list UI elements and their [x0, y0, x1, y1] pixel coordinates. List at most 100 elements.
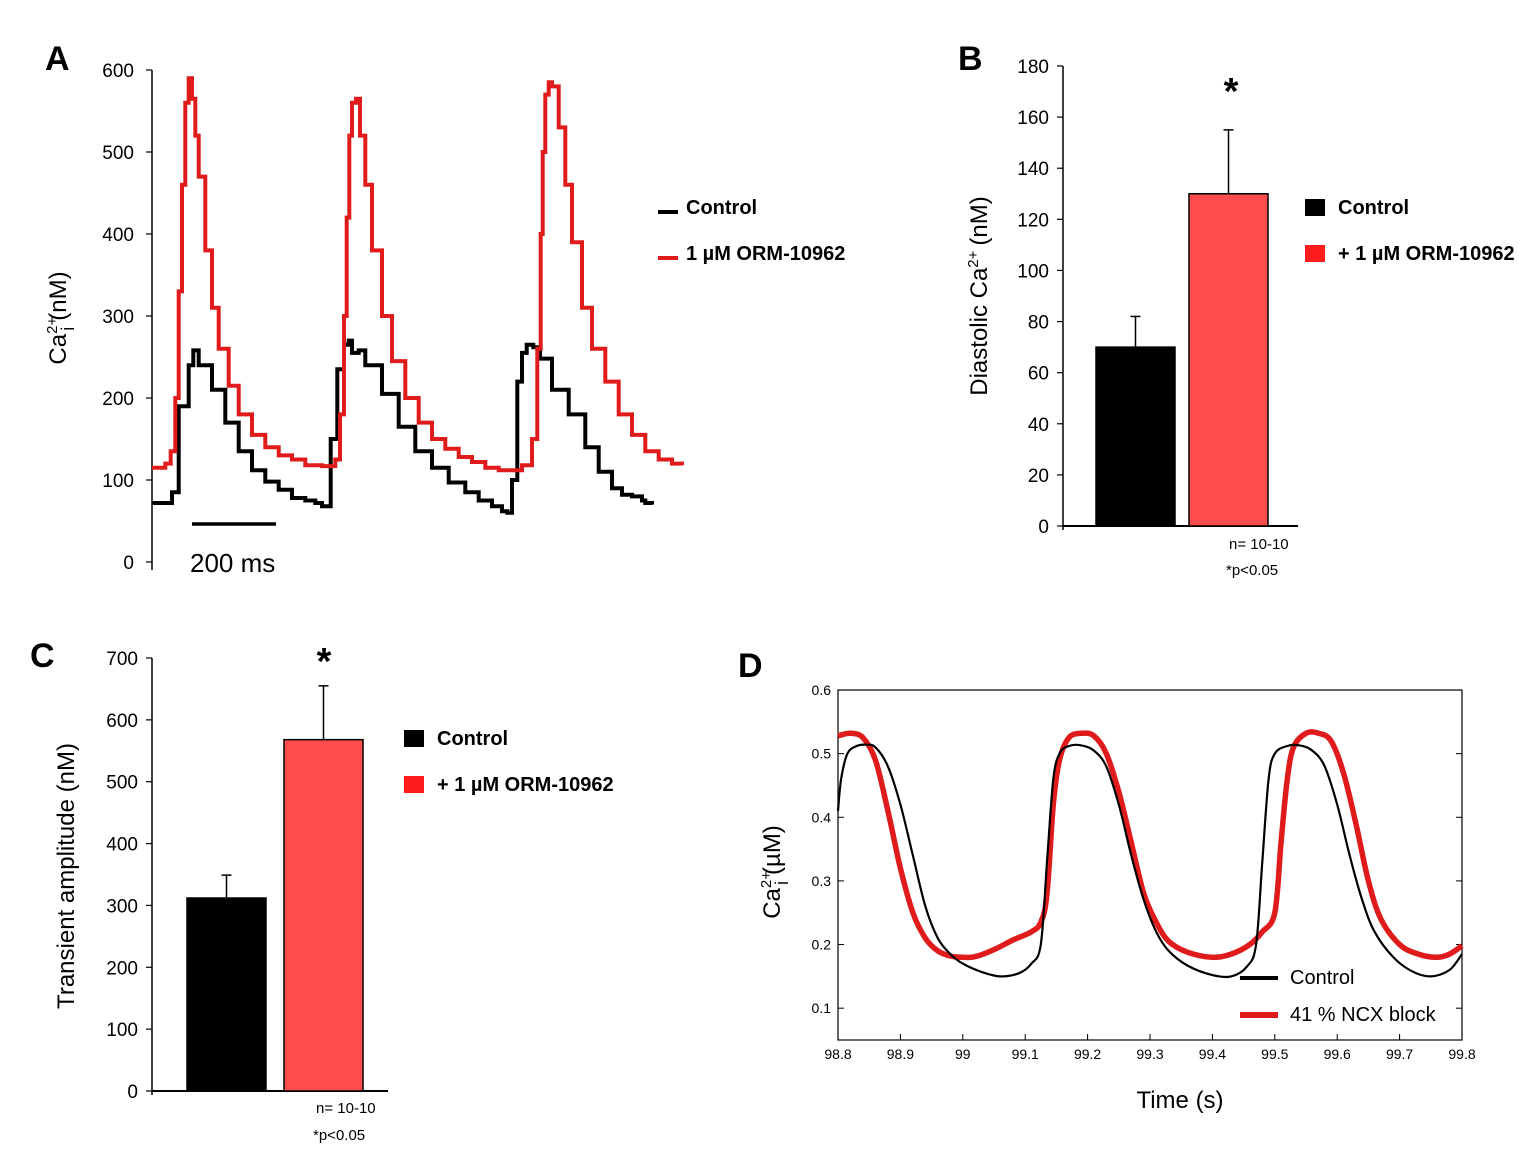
panel-c-y-tick-label-6: 600 [106, 711, 138, 732]
panel-c-y-tick-label-2: 200 [106, 958, 138, 979]
panel-a-y-tick-label-2: 200 [102, 389, 134, 410]
panel-c-y-tick-label-3: 300 [106, 896, 138, 917]
panel-d-x-tick-label-5: 99.3 [1136, 1046, 1163, 1062]
panel-a-legend-control: Control [686, 197, 757, 219]
panel-a-y-tick-label-5: 500 [102, 143, 134, 164]
panel-a-y-label-unit: (nM) [45, 271, 72, 320]
panel-d-x-tick-label-10: 99.8 [1448, 1046, 1475, 1062]
panel-d-y-tick-label-4: 0.5 [812, 746, 832, 762]
panel-b-y-tick-label-2: 40 [1028, 415, 1049, 436]
panel-b-bar-control [1095, 346, 1176, 527]
panel-letter-a: A [45, 40, 70, 78]
panel-b-legend-swatch-orm [1305, 245, 1325, 262]
panel-d-y-label-sup: 2+ [758, 871, 775, 888]
panel-a-y-tick-label-6: 600 [102, 61, 134, 82]
panel-d-y-label-unit: (µM) [759, 825, 786, 875]
panel-b-y-tick-label-9: 180 [1017, 57, 1049, 78]
panel-b-significance-star: * [1224, 71, 1239, 113]
panel-d-series [836, 729, 1464, 979]
panel-a-legend-orm: 1 µM ORM-10962 [686, 243, 845, 265]
panel-a: 0 100 200 300 400 500 600 Ca2+i (nM) 200 ms Con… [44, 61, 845, 578]
panel-d-series-control [836, 743, 1463, 979]
panel-d-x-tick-label-7: 99.5 [1261, 1046, 1288, 1062]
panel-c-bar-control [186, 897, 267, 1092]
panel-c-legend-swatch-orm [404, 776, 424, 793]
panel-d-x-ticks: 98.8 98.9 99 99.1 99.2 99.3 99.4 99.5 99.6 99.7 99… [824, 1034, 1476, 1062]
panel-a-y-label-text: Ca [45, 333, 72, 364]
panel-d-y-tick-label-5: 0.6 [812, 682, 832, 698]
panel-a-y-tick-label-0: 0 [123, 553, 134, 574]
panel-d-y-tick-label-3: 0.4 [812, 809, 832, 825]
panel-b-n-label: n= 10-10 [1229, 536, 1289, 553]
panel-c-bar-orm [283, 738, 364, 1092]
panel-b-p-label: *p<0.05 [1226, 562, 1278, 579]
panel-b-y-tick-label-1: 20 [1028, 466, 1049, 487]
panel-b-bars [1095, 129, 1269, 527]
panel-a-y-label-sup: 2+ [44, 317, 61, 334]
panel-c-n-label: n= 10-10 [316, 1100, 376, 1117]
panel-b-y-ticks: 0 20 40 60 80 100 120 140 160 180 [1017, 57, 1063, 538]
panel-a-y-tick-label-4: 400 [102, 225, 134, 246]
panel-d-x-tick-label-1: 98.9 [887, 1046, 914, 1062]
panel-b-bar-orm [1188, 193, 1269, 527]
panel-b-y-label: Diastolic Ca2+ (nM) [965, 196, 993, 395]
panel-letter-d: D [738, 647, 763, 685]
panel-b-y-tick-label-4: 80 [1028, 313, 1049, 334]
panel-b-legend-control: Control [1338, 197, 1409, 219]
panel-d-x-tick-label-4: 99.2 [1074, 1046, 1101, 1062]
panel-c-y-tick-label-5: 500 [106, 773, 138, 794]
panel-d-x-tick-label-6: 99.4 [1199, 1046, 1226, 1062]
panel-letter-b: B [958, 40, 983, 78]
panel-c-legend-control: Control [437, 728, 508, 750]
panel-c-y-tick-label-7: 700 [106, 649, 138, 670]
panel-c-legend-orm: + 1 µM ORM-10962 [437, 774, 614, 796]
panel-c-y-tick-label-4: 400 [106, 835, 138, 856]
panel-d-y-label: Ca2+i (µM) [758, 825, 792, 919]
panel-d-x-tick-label-8: 99.6 [1324, 1046, 1351, 1062]
panel-a-series [152, 76, 684, 515]
panel-b-y-label-text: Diastolic Ca [966, 267, 993, 396]
panel-c-p-label: *p<0.05 [313, 1127, 365, 1144]
panel-d-y-ticks: 0.1 0.2 0.3 0.4 0.5 0.6 [812, 682, 1462, 1016]
panel-b-y-label-sup: 2+ [965, 250, 982, 267]
panel-d-x-tick-label-9: 99.7 [1386, 1046, 1413, 1062]
panel-d-series-ncx-block [837, 729, 1464, 961]
panel-c-legend-swatch-control [404, 730, 424, 747]
panel-d: 98.8 98.9 99 99.1 99.2 99.3 99.4 99.5 99.6 99.7 99… [758, 682, 1476, 1114]
panel-b-y-tick-label-8: 160 [1017, 108, 1049, 129]
panel-d-x-tick-label-3: 99.1 [1012, 1046, 1039, 1062]
panel-d-y-label-sub: i [772, 881, 792, 885]
panel-a-scale-label: 200 ms [190, 548, 275, 578]
panel-c-significance-star: * [317, 641, 332, 683]
panel-letter-c: C [30, 637, 55, 675]
panel-b-y-tick-label-0: 0 [1038, 517, 1049, 538]
panel-b-y-tick-label-7: 140 [1017, 159, 1049, 180]
panel-b-y-tick-label-5: 100 [1017, 261, 1049, 282]
panel-a-y-tick-label-1: 100 [102, 471, 134, 492]
panel-d-legend-ncx: 41 % NCX block [1290, 1004, 1437, 1026]
panel-c-y-tick-label-1: 100 [106, 1020, 138, 1041]
panel-d-y-tick-label-0: 0.1 [812, 1000, 832, 1016]
panel-d-x-tick-label-2: 99 [955, 1046, 971, 1062]
panel-d-legend-control: Control [1290, 967, 1354, 989]
panel-b-legend-swatch-control [1305, 199, 1325, 216]
panel-c-y-tick-label-0: 0 [127, 1082, 138, 1103]
panel-b-legend-orm: + 1 µM ORM-10962 [1338, 243, 1515, 265]
panel-c-bars [186, 685, 364, 1092]
panel-b-y-tick-label-3: 60 [1028, 364, 1049, 385]
panel-c: 0 100 200 300 400 500 600 700 Transient amplitu… [53, 641, 614, 1144]
panel-c-y-ticks: 0 100 200 300 400 500 600 700 [106, 649, 152, 1103]
panel-a-series-orm [152, 76, 684, 473]
panel-b-y-tick-label-6: 120 [1017, 210, 1049, 231]
panel-d-x-label: Time (s) [1136, 1087, 1223, 1114]
panel-d-y-label-text: Ca [759, 887, 786, 918]
panel-d-y-tick-label-2: 0.3 [812, 873, 832, 889]
panel-d-y-tick-label-1: 0.2 [812, 937, 832, 953]
panel-a-y-label-sub: i [58, 327, 78, 331]
panel-b-y-label-unit: (nM) [966, 196, 993, 245]
panel-b: 0 20 40 60 80 100 120 140 160 180 Diastolic Ca2+ (… [965, 57, 1515, 579]
panel-a-y-ticks: 0 100 200 300 400 500 600 [102, 61, 152, 574]
panel-d-x-tick-label-0: 98.8 [824, 1046, 851, 1062]
panel-a-y-tick-label-3: 300 [102, 307, 134, 328]
